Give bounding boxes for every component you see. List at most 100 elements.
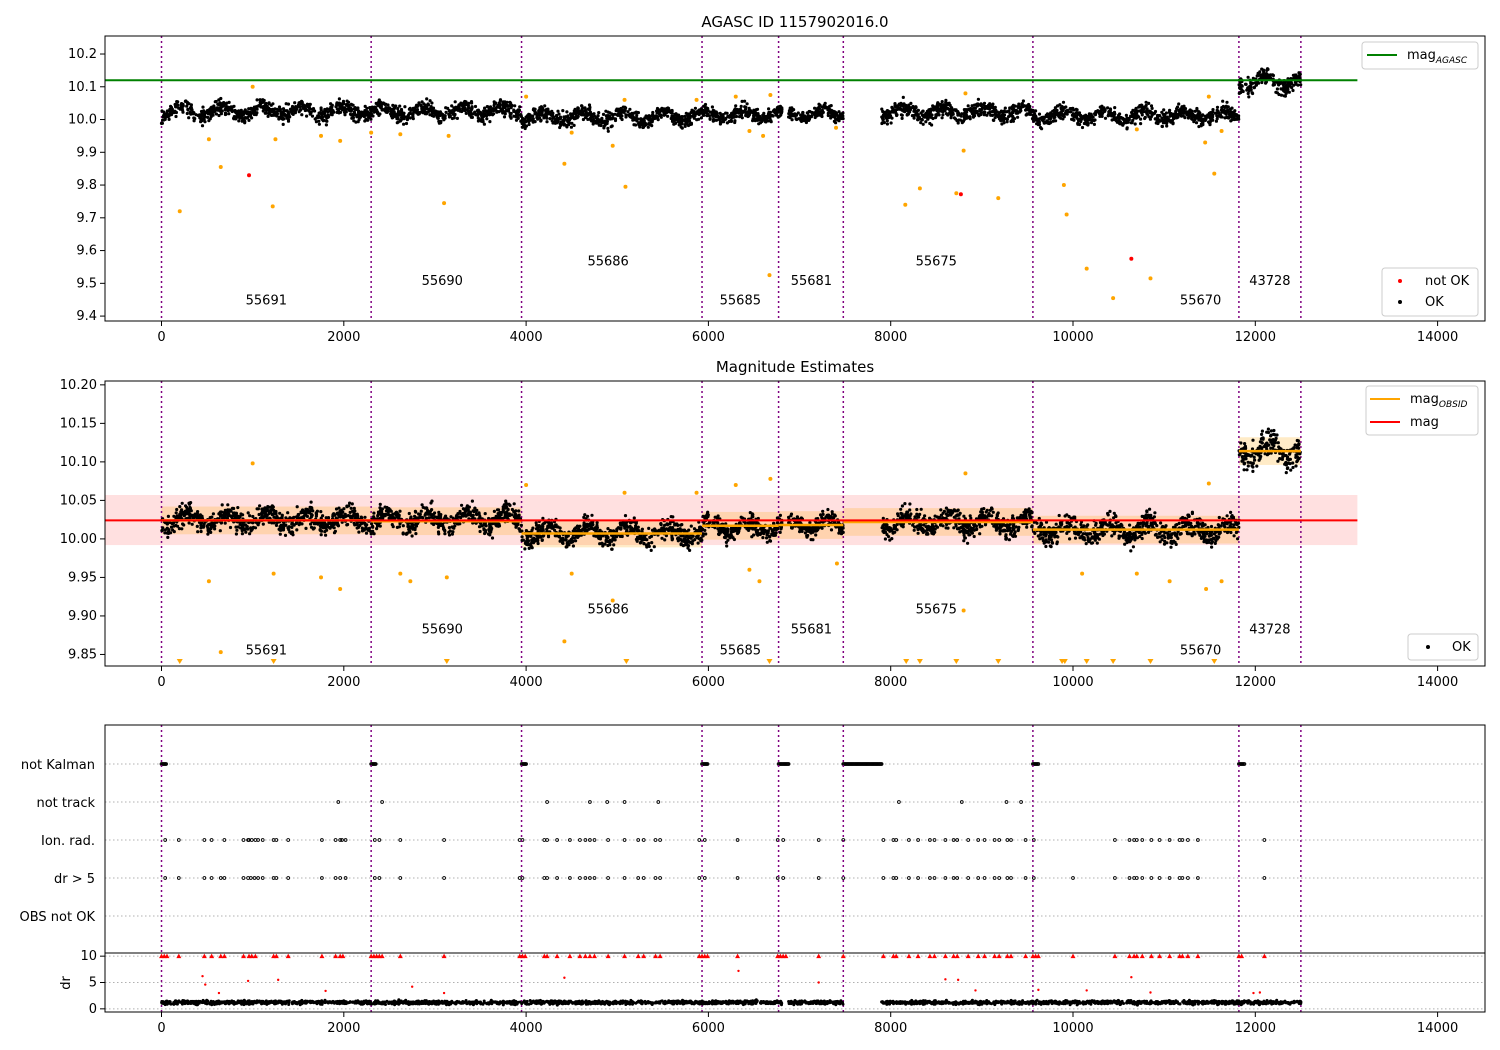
ok-data-point <box>960 121 964 125</box>
ok-data-point <box>509 116 513 120</box>
ok-data-point <box>338 509 342 513</box>
ok-data-point <box>1252 85 1257 89</box>
ok-data-point <box>426 110 430 114</box>
ok-data-point <box>971 115 976 119</box>
ok-data-point <box>1114 118 1118 122</box>
ok-data-point <box>324 119 328 123</box>
ok-data-point <box>774 113 778 117</box>
ok-data-point <box>372 511 376 515</box>
outlier-point <box>442 201 447 206</box>
ok-data-point <box>695 110 700 114</box>
ok-data-point <box>236 506 240 510</box>
ok-data-point <box>323 108 328 112</box>
ok-data-point <box>1204 117 1208 121</box>
ok-data-point <box>574 112 578 116</box>
ok-data-point <box>385 106 389 110</box>
ok-data-point <box>1225 105 1229 109</box>
ok-data-point <box>627 113 631 117</box>
ok-data-point <box>159 121 164 125</box>
ok-data-point <box>196 113 200 118</box>
ok-data-point <box>1199 118 1203 122</box>
ok-data-point <box>722 120 726 124</box>
ok-data-point <box>215 106 219 110</box>
ok-data-point <box>200 524 205 528</box>
ok-data-point <box>1229 119 1233 123</box>
ok-data-point <box>1037 117 1041 121</box>
ok-data-point <box>551 116 555 120</box>
ok-data-point <box>328 526 332 530</box>
ok-data-point <box>398 111 402 115</box>
outlier-point <box>622 97 627 102</box>
ok-data-point <box>402 122 406 126</box>
ok-data-point <box>733 107 737 111</box>
ok-data-point <box>324 516 328 520</box>
outlier-point <box>1111 296 1116 301</box>
outlier-point <box>767 273 772 278</box>
ok-data-point <box>508 503 512 507</box>
ok-data-point <box>601 112 606 116</box>
ok-data-point <box>478 118 482 122</box>
ok-data-point <box>1170 113 1174 117</box>
ok-data-point <box>733 120 737 125</box>
ok-data-point <box>167 117 171 121</box>
ok-data-point <box>1221 109 1225 113</box>
ok-data-point <box>1182 108 1186 112</box>
ok-data-point <box>1276 82 1280 86</box>
outlier-point <box>206 137 211 142</box>
ok-data-point <box>247 118 251 122</box>
ok-data-point <box>488 120 492 124</box>
panel-2-title: Magnitude Estimates <box>716 358 874 376</box>
ok-data-point <box>447 533 452 537</box>
ok-data-point <box>188 111 193 115</box>
ok-data-point <box>236 115 240 119</box>
ok-data-point <box>739 104 743 108</box>
x-tick-label: 12000 <box>1235 330 1276 345</box>
ok-data-point <box>1250 91 1254 95</box>
ok-data-point <box>562 115 566 119</box>
ok-data-point <box>580 113 585 117</box>
ok-data-point <box>453 100 457 104</box>
ok-data-point <box>437 121 441 125</box>
ok-data-point <box>926 117 930 121</box>
ok-data-point <box>278 108 282 112</box>
x-tick-label: 2000 <box>327 330 360 345</box>
ok-data-point <box>1141 107 1145 112</box>
ok-data-point <box>417 102 421 106</box>
ok-data-point <box>226 109 230 113</box>
ok-data-point <box>171 528 175 532</box>
outlier-point <box>834 125 839 130</box>
ok-data-point <box>492 109 496 113</box>
ok-data-point <box>296 104 300 108</box>
ok-data-point <box>343 113 347 117</box>
ok-data-point <box>461 507 465 511</box>
ok-data-point <box>396 120 400 124</box>
ok-data-point <box>888 110 892 114</box>
ok-data-point <box>565 125 569 129</box>
ok-data-point <box>387 507 391 511</box>
ok-data-point <box>312 109 316 113</box>
outlier-point <box>273 137 278 142</box>
ok-data-point <box>884 116 889 120</box>
ok-data-point <box>414 532 418 536</box>
ok-data-point <box>1061 100 1066 104</box>
ok-data-point <box>435 515 440 519</box>
ok-data-point <box>378 100 383 104</box>
y-tick-label: 9.9 <box>76 145 97 160</box>
ok-data-point <box>407 511 411 516</box>
ok-data-point <box>975 104 980 108</box>
ok-data-point <box>279 528 283 532</box>
ok-data-point <box>335 102 339 106</box>
outlier-point <box>1148 276 1153 281</box>
ok-data-point <box>278 532 282 536</box>
outlier-point <box>270 204 275 209</box>
ok-data-point <box>651 110 655 115</box>
ok-data-point <box>397 516 401 520</box>
ok-data-point <box>567 119 571 124</box>
ok-data-point <box>562 122 567 126</box>
ok-data-point <box>1218 113 1223 117</box>
ok-data-point <box>299 510 303 514</box>
ok-data-point <box>960 112 964 116</box>
ok-data-point <box>227 100 231 104</box>
ok-data-point <box>954 117 958 121</box>
